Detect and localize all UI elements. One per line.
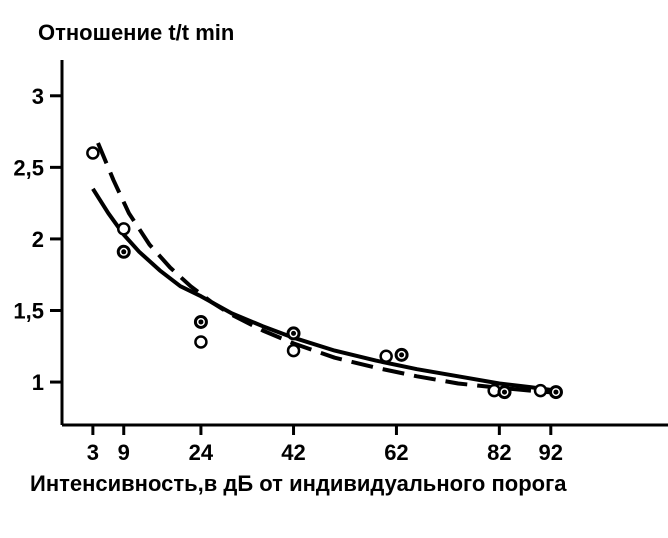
y-axis-title-sub: t min <box>181 20 235 45</box>
y-tick-label: 1 <box>32 370 44 395</box>
x-axis-title: Интенсивность,в дБ от индивидуального по… <box>30 471 567 496</box>
filled-circle-marker-core <box>399 352 405 358</box>
x-tick-label: 3 <box>87 440 99 465</box>
y-axis-title-main: Отношение t/ <box>38 20 182 45</box>
open-circle-marker <box>194 335 208 349</box>
open-circle-marker <box>116 222 131 236</box>
y-tick-label: 3 <box>32 84 44 109</box>
filled-circle-marker-core <box>121 249 127 255</box>
filled-circle-marker-core <box>198 319 204 325</box>
x-tick-label: 62 <box>384 440 408 465</box>
x-tick-label: 24 <box>189 440 214 465</box>
open-circle-marker <box>533 383 548 398</box>
solid-fit-curve <box>91 187 557 393</box>
y-tick-label: 1,5 <box>13 298 44 323</box>
x-tick-label: 92 <box>539 440 563 465</box>
x-tick-label: 42 <box>281 440 305 465</box>
y-axis-title: Отношение t/t min <box>38 20 234 46</box>
y-tick-label: 2 <box>32 227 44 252</box>
filled-circle-marker-core <box>553 389 559 395</box>
dashed-fit-curve <box>96 142 557 395</box>
open-circle-marker <box>286 343 301 358</box>
x-tick-label: 82 <box>487 440 511 465</box>
open-circle-marker <box>86 146 100 160</box>
y-tick-label: 2,5 <box>13 155 44 180</box>
open-circle-marker <box>379 349 393 364</box>
x-tick-label: 9 <box>118 440 130 465</box>
filled-circle-marker-core <box>501 389 507 395</box>
filled-circle-marker-core <box>291 330 297 336</box>
